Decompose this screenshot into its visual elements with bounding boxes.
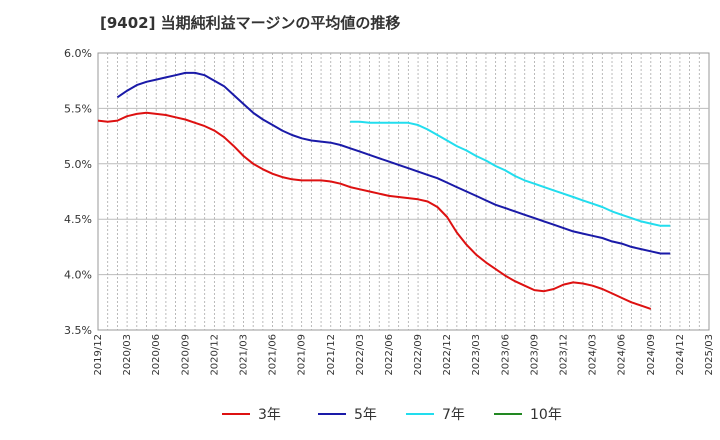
x-tick-label: 2020/09 <box>180 334 191 376</box>
y-tick-label: 5.5% <box>64 102 92 115</box>
legend-label: 10年 <box>530 407 562 423</box>
y-axis: 6.0% 5.5% 5.0% 4.5% 4.0% 3.5% <box>64 47 92 337</box>
y-tick-label: 3.5% <box>64 324 92 337</box>
x-tick-label: 2020/06 <box>151 334 162 376</box>
x-axis: 2019/12 2020/03 2020/06 2020/09 2020/12 2021/… <box>93 334 715 376</box>
x-tick-label: 2020/03 <box>122 334 133 376</box>
x-tick-label: 2025/03 <box>704 334 715 376</box>
series-line-5年 <box>116 71 671 255</box>
x-tick-label: 2021/06 <box>268 334 279 376</box>
x-tick-label: 2021/09 <box>297 334 308 376</box>
x-tick-label: 2024/06 <box>617 334 628 376</box>
x-tick-label: 2019/12 <box>93 334 104 376</box>
x-tick-label: 2022/09 <box>413 334 424 376</box>
x-tick-label: 2024/12 <box>675 334 686 376</box>
x-tick-label: 2021/03 <box>238 334 249 376</box>
x-tick-label: 2021/12 <box>326 334 337 376</box>
x-tick-label: 2022/12 <box>442 334 453 376</box>
x-tick-label: 2023/06 <box>500 334 511 376</box>
legend-label: 7年 <box>442 407 465 423</box>
series-line-7年 <box>350 120 671 227</box>
x-tick-label: 2022/06 <box>384 334 395 376</box>
plot-area <box>97 52 710 331</box>
series-line-3年 <box>97 111 652 310</box>
y-tick-label: 4.5% <box>64 213 92 226</box>
y-tick-label: 6.0% <box>64 47 92 60</box>
y-tick-label: 5.0% <box>64 158 92 171</box>
x-tick-label: 2020/12 <box>209 334 220 376</box>
legend-label: 5年 <box>354 407 377 423</box>
y-tick-label: 4.0% <box>64 269 92 282</box>
x-tick-label: 2023/12 <box>559 334 570 376</box>
x-tick-label: 2022/03 <box>355 334 366 376</box>
x-tick-label: 2023/03 <box>471 334 482 376</box>
legend: 3年 5年 7年 10年 <box>222 407 562 423</box>
x-tick-label: 2024/03 <box>588 334 599 376</box>
series-layer <box>97 71 671 310</box>
chart-title: [9402] 当期純利益マージンの平均値の推移 <box>100 14 401 32</box>
x-tick-label: 2024/09 <box>646 334 657 376</box>
x-tick-label: 2023/09 <box>529 334 540 376</box>
grid-layer <box>98 53 709 330</box>
legend-label: 3年 <box>258 407 281 423</box>
